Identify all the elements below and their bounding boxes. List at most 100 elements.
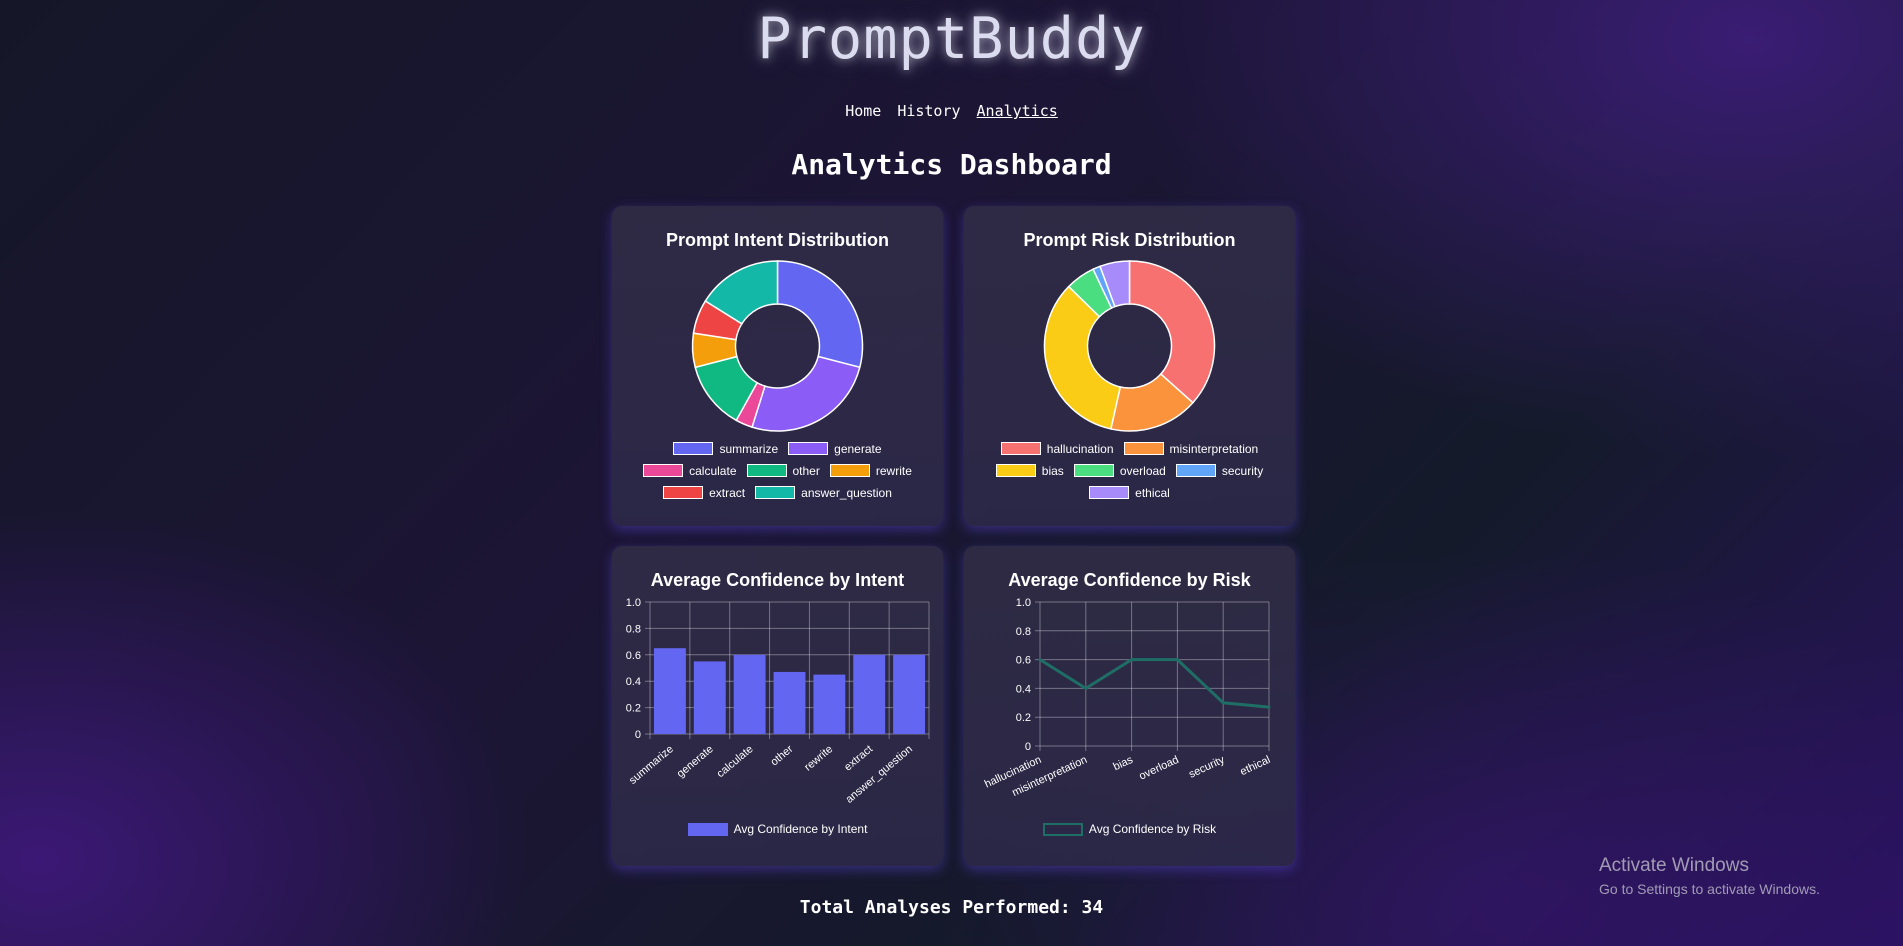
bar-summarize[interactable] [653, 648, 686, 734]
bar-rewrite[interactable] [813, 674, 846, 734]
app-title: PromptBuddy [757, 6, 1146, 72]
slice-generate[interactable] [751, 355, 861, 432]
x-tick-label: summarize [627, 743, 676, 787]
legend-item-generate[interactable]: generate [788, 440, 882, 457]
slice-answer_question[interactable] [704, 260, 779, 325]
x-tick-label: rewrite [802, 743, 835, 773]
point-security[interactable] [1221, 701, 1225, 705]
legend-swatch [643, 464, 684, 477]
legend-label: answer_question [801, 485, 892, 500]
y-tick-label: 0.2 [626, 703, 641, 715]
legend-swatch [1089, 486, 1130, 499]
y-tick-label: 0.6 [1016, 655, 1031, 667]
x-tick-label: bias [1112, 754, 1136, 774]
slice-bias[interactable] [1043, 285, 1122, 430]
legend-item-answer_question[interactable]: answer_question [755, 484, 892, 501]
bar-generate[interactable] [693, 661, 726, 734]
series-line [1039, 658, 1270, 709]
legend-item-extract[interactable]: extract [663, 484, 745, 501]
x-tick-label: calculate [715, 743, 756, 780]
point-misinterpretation[interactable] [1084, 686, 1088, 690]
legend-label: security [1221, 463, 1264, 478]
intent-confidence-chart: 0 0.2 0.4 0.6 0.8 1.0 summarizegeneratecalcula… [626, 597, 930, 806]
legend-swatch [995, 464, 1036, 477]
y-tick-label: 0.8 [1016, 626, 1031, 638]
nav-home-link[interactable]: Home [845, 102, 882, 120]
risk-confidence-chart: 00.20.40.60.81.0hallucinationmisinterpre… [983, 597, 1272, 799]
intent-distribution-chart [691, 260, 864, 432]
point-ethical[interactable] [1267, 705, 1271, 709]
legend-item-bias[interactable]: bias [995, 462, 1064, 479]
chart-legend: hallucination misinterpretation bias overlo… [974, 440, 1285, 501]
intent-distribution-card: Prompt Intent Distribution summarize gene… [612, 206, 943, 526]
chart-title: Average Confidence by Intent [650, 570, 905, 590]
legend-swatch [788, 442, 829, 455]
slice-hallucination[interactable] [1128, 260, 1216, 404]
legend-item-misinterpretation[interactable]: misinterpretation [1123, 440, 1259, 457]
legend-swatch [687, 822, 728, 836]
legend-item-hallucination[interactable]: hallucination [1000, 440, 1114, 457]
total-analyses: Total Analyses Performed: 34 [799, 897, 1104, 918]
watermark-title: Activate Windows [1599, 855, 1749, 876]
legend-swatch [1042, 822, 1083, 836]
x-tick-label: generate [675, 743, 716, 780]
bar-answer_question[interactable] [893, 654, 926, 734]
y-tick-label: 0.2 [1016, 712, 1031, 724]
legend-label: misinterpretation [1169, 441, 1259, 456]
legend-label: ethical [1135, 485, 1170, 500]
y-tick-label: 1.0 [626, 597, 641, 609]
legend-item-overload[interactable]: overload [1073, 462, 1166, 479]
legend-item-ethical[interactable]: ethical [1089, 484, 1170, 501]
legend-label: extract [709, 485, 746, 500]
y-tick-label: 0.8 [626, 623, 641, 635]
legend-swatch [1175, 464, 1216, 477]
watermark-subtitle: Go to Settings to activate Windows. [1599, 881, 1820, 897]
legend-item-summarize[interactable]: summarize [673, 440, 778, 457]
legend-item-other[interactable]: other [746, 462, 820, 479]
bar-other[interactable] [773, 671, 806, 734]
point-bias[interactable] [1130, 658, 1134, 662]
x-tick-label: ethical [1238, 754, 1272, 778]
x-tick-label: extract [842, 743, 875, 773]
page-title: Analytics Dashboard [791, 148, 1112, 181]
axes: 0 0.2 0.4 0.6 0.8 1.0 [1016, 597, 1270, 753]
legend-label: rewrite [875, 463, 912, 478]
chart-legend: summarize generate calculate other rewrite ex… [622, 440, 933, 501]
chart-legend: Avg Confidence by Risk [964, 822, 1295, 836]
legend-label: generate [834, 441, 882, 456]
chart-legend: Avg Confidence by Intent [612, 822, 943, 836]
legend-item-calculate[interactable]: calculate [643, 462, 737, 479]
legend-swatch [746, 464, 787, 477]
legend-swatch [663, 486, 704, 499]
legend-label: other [792, 463, 820, 478]
legend-label: Avg Confidence by Risk [1088, 822, 1217, 836]
legend-item-rewrite[interactable]: rewrite [829, 462, 912, 479]
legend-label: Avg Confidence by Intent [733, 822, 868, 836]
main-nav: Home History Analytics [0, 102, 1903, 120]
legend-swatch [1000, 442, 1041, 455]
legend-swatch [1073, 464, 1114, 477]
y-tick-label: 0.6 [626, 650, 641, 662]
x-tick-label: answer_question [844, 743, 915, 806]
point-hallucination[interactable] [1038, 658, 1042, 662]
risk-distribution-chart [1043, 260, 1216, 432]
legend-swatch [755, 486, 796, 499]
bar-calculate[interactable] [733, 654, 766, 734]
legend-swatch [673, 442, 714, 455]
legend-swatch [1123, 442, 1164, 455]
y-tick-label: 1.0 [1016, 597, 1031, 609]
point-overload[interactable] [1175, 658, 1179, 662]
y-tick-label: 0.4 [1016, 683, 1031, 695]
x-tick-label: security [1187, 754, 1227, 781]
bar-extract[interactable] [853, 654, 886, 734]
y-tick-label: 0 [635, 729, 641, 741]
nav-history-link[interactable]: History [897, 102, 961, 120]
legend-item-security[interactable]: security [1175, 462, 1264, 479]
risk-confidence-card: Average Confidence by Risk 0 0.2 0.4 0.6 0.8… [964, 546, 1295, 866]
slice-ethical[interactable] [1099, 260, 1131, 308]
nav-analytics-link[interactable]: Analytics [976, 102, 1058, 120]
y-tick-label: 0.4 [626, 676, 641, 688]
legend-label: calculate [689, 463, 737, 478]
slice-summarize[interactable] [776, 260, 864, 369]
chart-title: Prompt Intent Distribution [666, 230, 889, 250]
